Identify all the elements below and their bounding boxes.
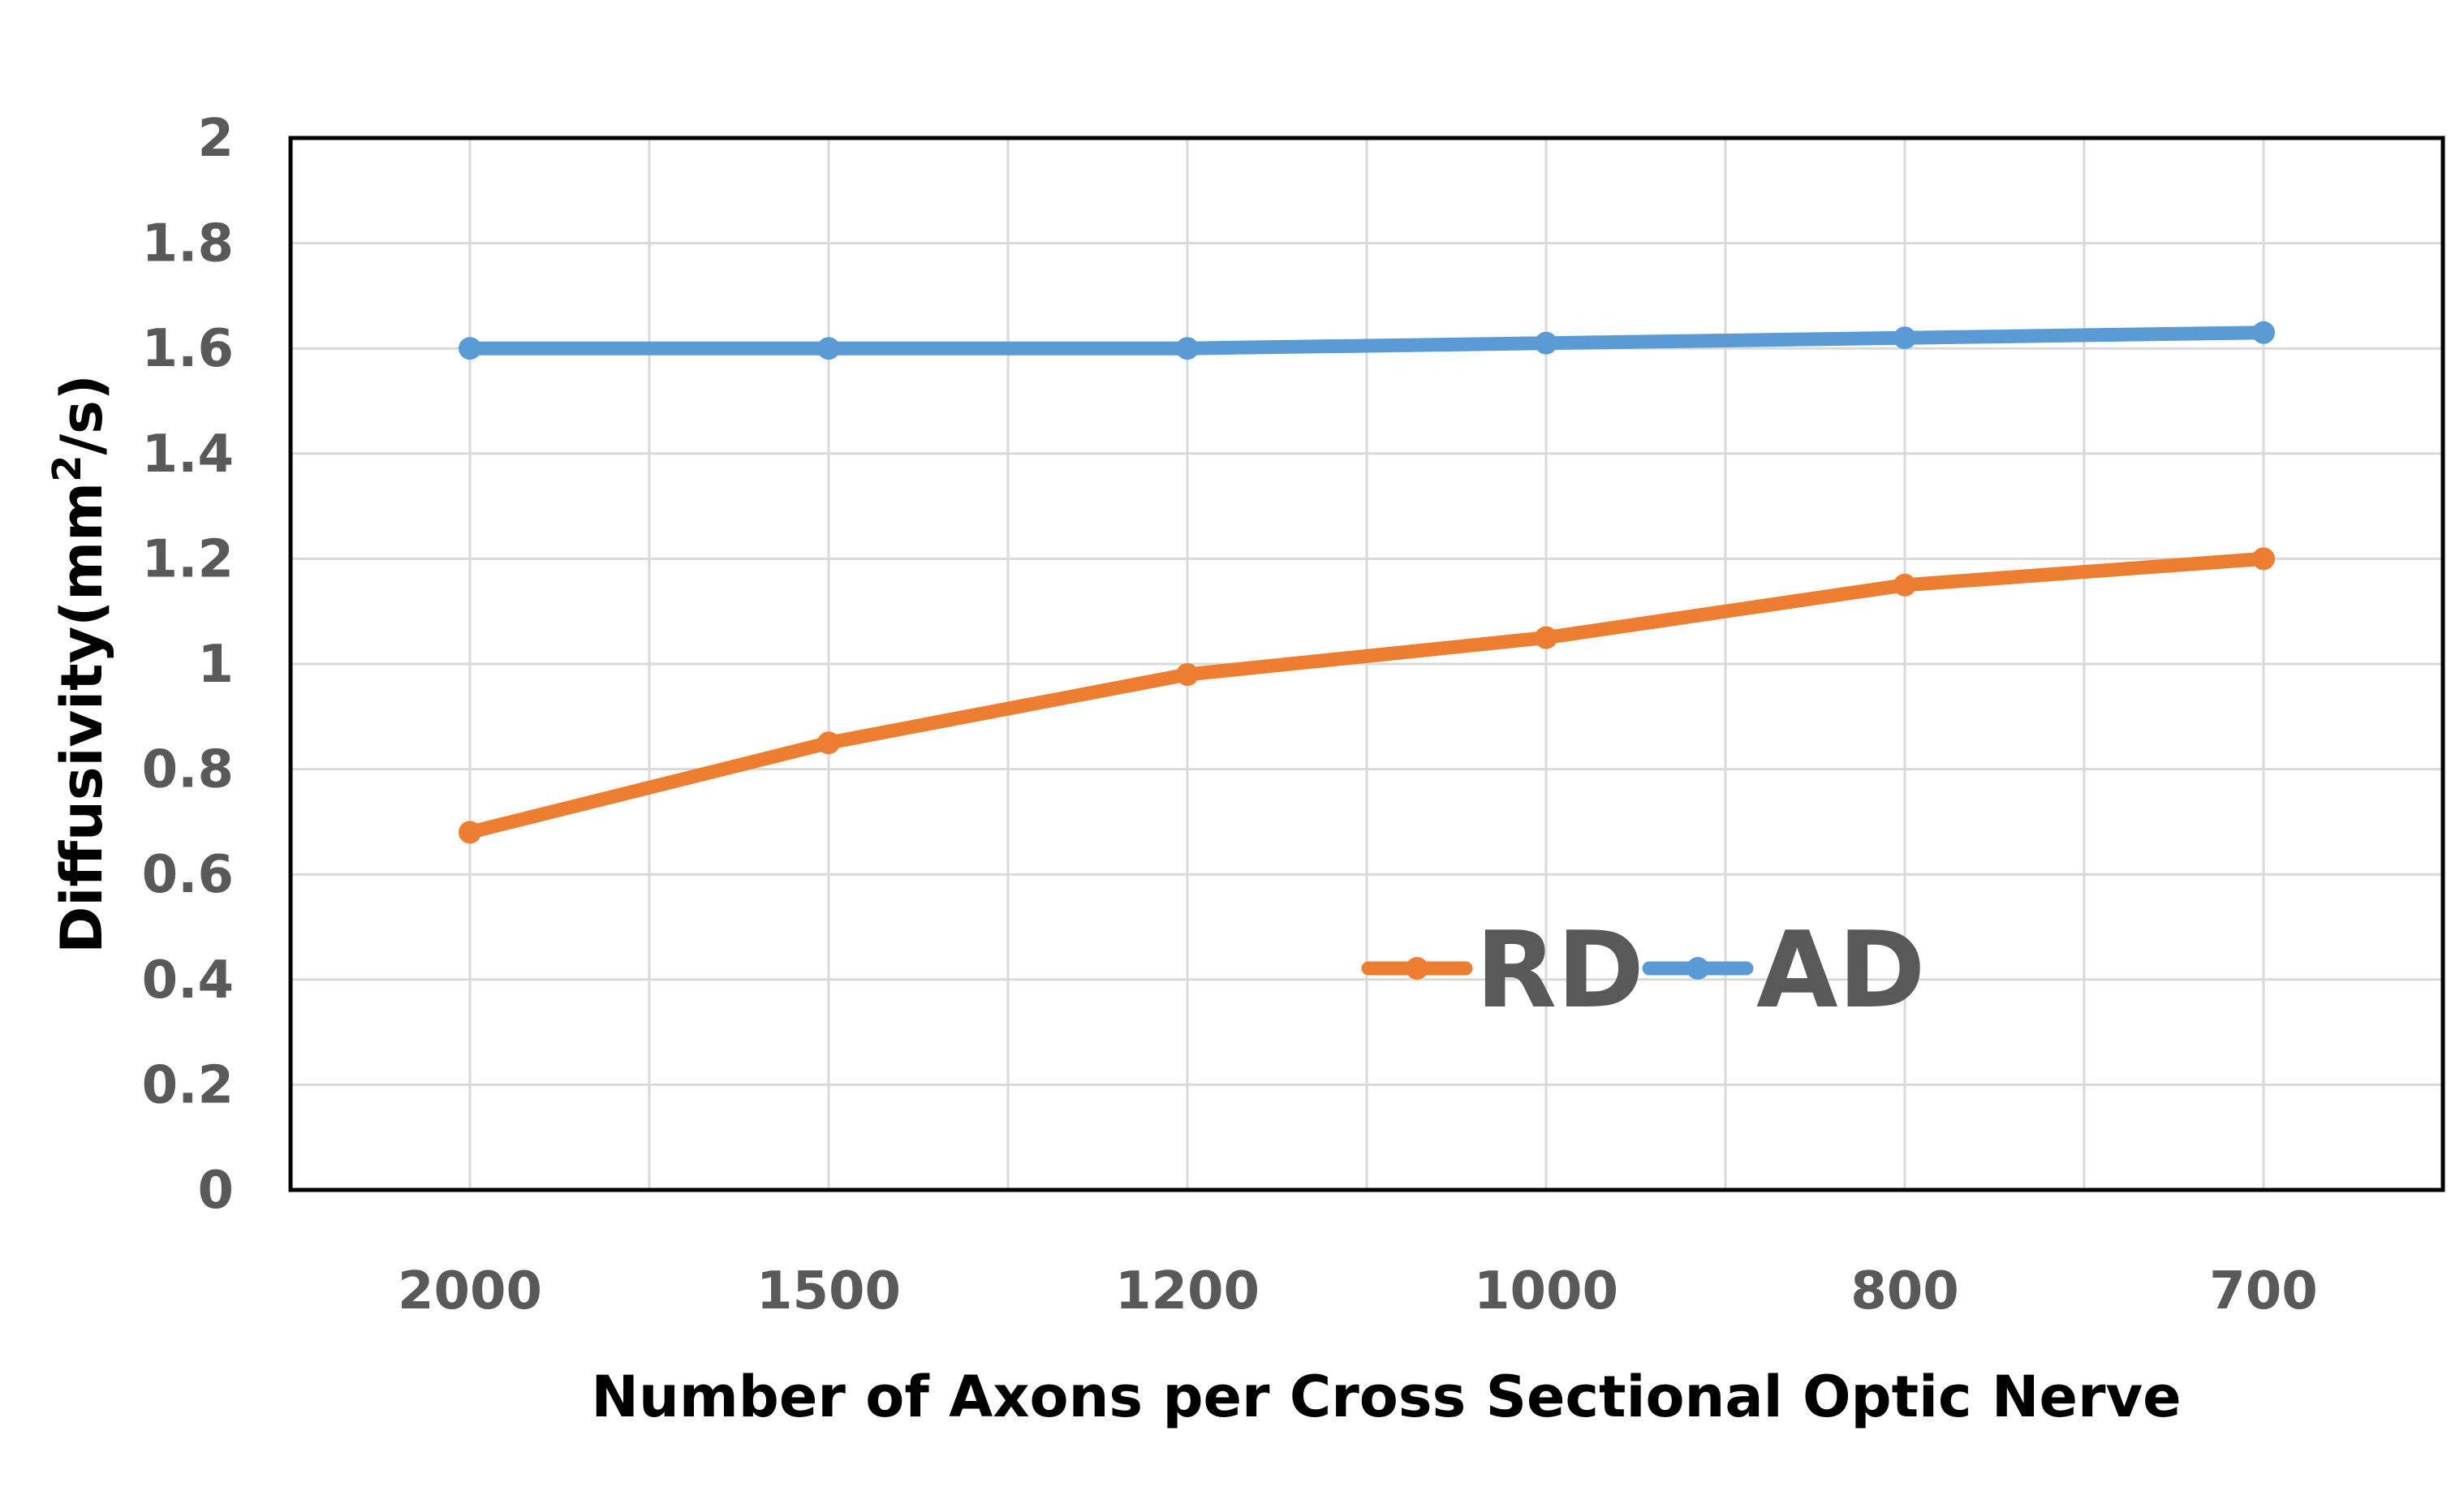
y-axis-label-end: /s) <box>49 374 115 455</box>
data-point-ad <box>1535 331 1557 355</box>
x-tick-label: 1000 <box>1474 1261 1618 1321</box>
x-tick-label: 2000 <box>398 1261 542 1321</box>
series-line-ad <box>463 325 2271 356</box>
y-axis-label: Diffusivity(mm2/s) <box>45 374 115 954</box>
y-tick-label: 0.4 <box>142 950 234 1011</box>
y-tick-label: 1.4 <box>142 425 234 485</box>
data-point-rd <box>1176 662 1199 686</box>
data-point-rd <box>1893 573 1916 597</box>
data-point-ad <box>1176 337 1199 360</box>
y-axis-label-main: Diffusivity(mm <box>49 482 115 954</box>
y-tick-label: 0 <box>197 1161 234 1221</box>
legend-marker-ad <box>1686 957 1709 980</box>
x-tick-label: 700 <box>2209 1261 2318 1321</box>
legend-marker-rd <box>1406 957 1428 980</box>
series-lines <box>459 321 2275 844</box>
plot-area-frame <box>288 136 2445 1192</box>
y-axis-label-superscript: 2 <box>45 455 90 481</box>
x-tick-label: 800 <box>1850 1261 1959 1321</box>
y-tick-label: 0.8 <box>142 740 234 800</box>
data-point-rd <box>817 731 840 755</box>
data-point-ad <box>1893 326 1916 350</box>
y-tick-label: 1.2 <box>142 529 234 589</box>
x-tick-label: 1200 <box>1115 1261 1260 1321</box>
x-tick-label: 1500 <box>756 1261 901 1321</box>
x-axis-ticks: 2000 1500 1200 1000 800 700 <box>398 1261 2318 1321</box>
data-point-ad <box>459 337 481 360</box>
legend-label-rd: RD <box>1475 908 1644 1032</box>
series-line-rd <box>463 551 2271 839</box>
data-point-rd <box>1535 626 1557 649</box>
y-tick-label: 1.6 <box>142 319 234 379</box>
x-axis-label: Number of Axons per Cross Sectional Opti… <box>591 1364 2181 1430</box>
data-point-rd <box>459 821 481 844</box>
data-point-ad <box>2252 321 2275 344</box>
y-tick-label: 0.6 <box>142 845 234 905</box>
y-tick-label: 0.2 <box>142 1055 234 1115</box>
legend-label-ad: AD <box>1756 908 1926 1032</box>
y-tick-label: 1.8 <box>142 214 234 274</box>
legend: RD AD <box>1361 908 1926 1032</box>
y-tick-label: 1 <box>197 635 234 695</box>
y-axis-ticks: 0 0.2 0.4 0.6 0.8 1 1.2 1.4 1.6 1.8 2 <box>142 109 234 1221</box>
data-point-ad <box>817 337 840 360</box>
grid <box>289 136 2445 1192</box>
data-point-rd <box>2252 547 2275 571</box>
y-tick-label: 2 <box>197 109 234 169</box>
